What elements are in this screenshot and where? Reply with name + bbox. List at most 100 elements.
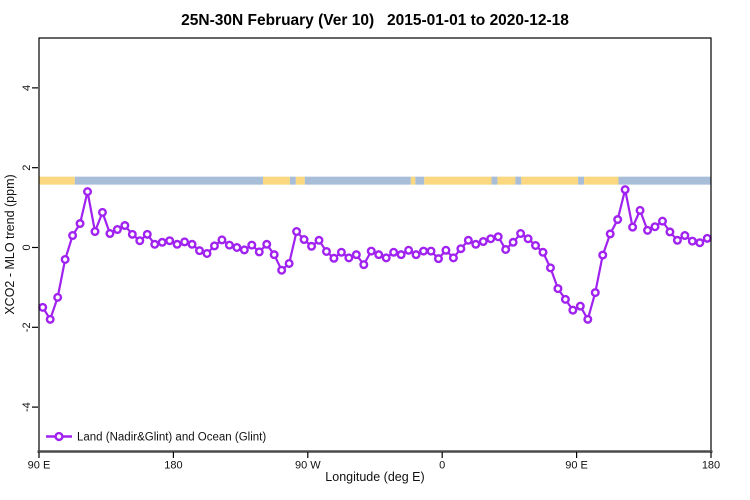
data-point-marker	[292, 227, 302, 237]
surface-band-segment-ocean	[491, 176, 498, 185]
data-point-marker	[426, 246, 436, 256]
data-point-marker	[45, 314, 55, 324]
surface-band-segment-ocean	[515, 176, 522, 185]
data-point-marker	[217, 235, 227, 245]
data-point-marker	[560, 294, 570, 304]
data-point-marker	[404, 245, 414, 255]
data-point-marker	[448, 253, 458, 263]
data-point-marker	[493, 232, 503, 242]
data-point-marker	[568, 305, 578, 315]
data-point-marker	[90, 227, 100, 237]
data-point-marker	[299, 235, 309, 245]
y-tick-label: 2	[21, 165, 33, 171]
data-point-marker	[209, 241, 219, 251]
surface-band-segment-land	[39, 176, 75, 185]
data-point-marker	[695, 238, 705, 248]
data-point-marker	[486, 234, 496, 244]
data-point-marker	[202, 248, 212, 258]
data-point-marker	[411, 250, 421, 260]
data-point-marker	[314, 235, 324, 245]
y-tick-label: 0	[21, 244, 33, 250]
data-point-marker	[97, 207, 107, 217]
data-point-marker	[157, 237, 167, 247]
surface-band-segment-land	[295, 176, 305, 185]
y-tick-label: 4	[21, 85, 33, 91]
legend: Land (Nadir&Glint) and Ocean (Glint)	[46, 432, 266, 444]
data-point-marker	[68, 231, 78, 241]
data-point-marker	[150, 239, 160, 249]
x-tick-label: 180	[164, 460, 182, 472]
data-point-marker	[105, 229, 115, 239]
data-point-marker	[635, 205, 645, 215]
data-point-marker	[60, 254, 70, 264]
data-point-marker	[374, 250, 384, 260]
data-point-marker	[575, 301, 585, 311]
data-point-marker	[381, 253, 391, 263]
surface-band-segment-land	[497, 176, 516, 185]
surface-band-segment-ocean	[578, 176, 585, 185]
data-point-marker	[307, 241, 317, 251]
data-point-marker	[254, 247, 264, 257]
data-point-marker	[441, 245, 451, 255]
data-point-marker	[657, 216, 667, 226]
data-point-marker	[284, 258, 294, 268]
data-point-marker	[516, 229, 526, 239]
data-point-marker	[628, 222, 638, 232]
data-point-marker	[135, 236, 145, 246]
data-point-marker	[433, 254, 443, 264]
data-point-marker	[687, 236, 697, 246]
x-tick-label: 180	[702, 460, 720, 472]
data-point-marker	[456, 244, 466, 254]
data-point-marker	[613, 215, 623, 225]
data-point-marker	[172, 239, 182, 249]
data-point-marker	[366, 246, 376, 256]
surface-band-segment-land	[263, 176, 290, 185]
data-point-marker	[120, 221, 130, 231]
data-point-marker	[389, 247, 399, 257]
surface-band-segment-land	[521, 176, 579, 185]
data-point-marker	[127, 229, 137, 239]
data-point-marker	[321, 246, 331, 256]
plot-area: 90 E 180 90 W 0 90 E 180 4 2 0 -2 -4	[21, 37, 720, 472]
data-point-marker	[680, 231, 690, 241]
surface-band-segment-land	[584, 176, 619, 185]
x-tick-label: 0	[439, 460, 445, 472]
data-point-marker	[702, 233, 712, 243]
data-point-marker	[232, 242, 242, 252]
data-point-marker	[396, 250, 406, 260]
data-point-marker	[471, 239, 481, 249]
data-point-marker	[538, 247, 548, 257]
legend-series-marker-icon	[54, 431, 64, 442]
data-point-marker	[180, 237, 190, 247]
surface-band-segment-ocean	[415, 176, 425, 185]
y-tick-label: -4	[21, 402, 33, 412]
x-axis-label: Longitude (deg E)	[325, 470, 424, 484]
data-point-marker	[643, 225, 653, 235]
data-point-marker	[531, 240, 541, 250]
data-point-marker	[351, 250, 361, 260]
data-point-marker	[620, 185, 630, 195]
y-tick-label: -2	[21, 322, 33, 332]
data-point-marker	[187, 239, 197, 249]
surface-band-segment-ocean	[618, 176, 711, 185]
data-point-marker	[75, 219, 85, 229]
data-point-marker	[478, 237, 488, 247]
chart-title: 25N-30N February (Ver 10) 2015-01-01 to …	[181, 12, 569, 29]
y-axis-label: XCO2 - MLO trend (ppm)	[3, 174, 17, 314]
data-point-marker	[112, 225, 122, 235]
data-point-marker	[545, 263, 555, 273]
data-point-marker	[269, 250, 279, 260]
data-point-marker	[195, 246, 205, 256]
data-point-marker	[419, 246, 429, 256]
surface-band-segment-ocean	[74, 176, 263, 185]
data-point-marker	[329, 253, 339, 263]
data-point-marker	[239, 245, 249, 255]
data-point-marker	[583, 314, 593, 324]
data-point-marker	[142, 229, 152, 239]
data-point-marker	[277, 265, 287, 275]
data-point-marker	[336, 247, 346, 257]
data-point-marker	[165, 236, 175, 246]
data-point-marker	[665, 227, 675, 237]
